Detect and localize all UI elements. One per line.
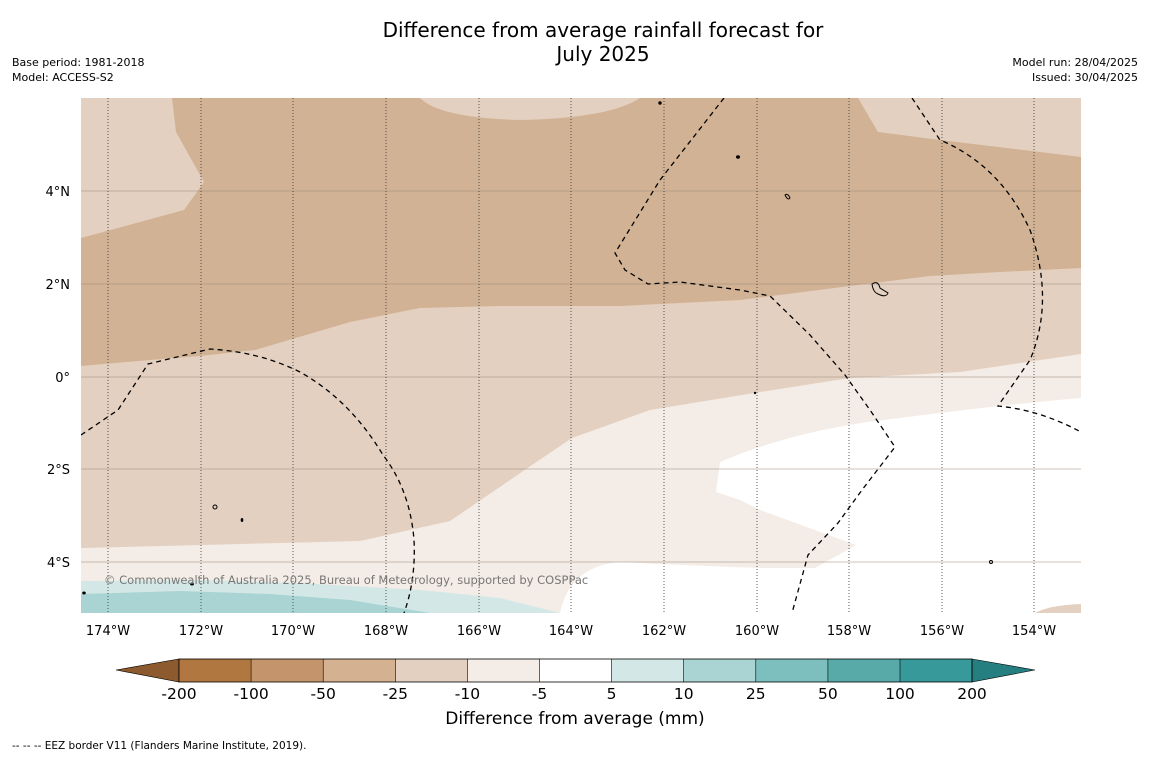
lat-label: 0° <box>55 371 70 386</box>
colorbar-segment <box>539 659 612 682</box>
colorbar-segment <box>827 659 900 682</box>
colorbar-tick: 200 <box>957 685 987 703</box>
colorbar-tick: -5 <box>532 685 547 703</box>
eez-borders <box>81 98 1081 613</box>
lon-label: 174°W <box>86 624 130 639</box>
colorbar-tick: -100 <box>234 685 269 703</box>
base-period: Base period: 1981-2018 <box>12 56 145 69</box>
colorbar-tick: 10 <box>674 685 694 703</box>
issued-date: Issued: 30/04/2025 <box>1031 71 1138 84</box>
lat-labels: 4°N 2°N 0° 2°S 4°S <box>46 185 71 571</box>
lon-label: 170°W <box>271 624 315 639</box>
lon-label: 158°W <box>827 624 871 639</box>
colorbar-segment <box>900 659 972 682</box>
colorbar-segment <box>251 659 324 682</box>
colorbar-segment <box>755 659 828 682</box>
lon-label: 154°W <box>1012 624 1056 639</box>
band-moderate-dry <box>81 98 1081 366</box>
colorbar-tick: -200 <box>161 685 196 703</box>
lat-gridlines <box>81 190 1081 563</box>
band-neutral <box>560 398 1081 613</box>
lat-label: 2°N <box>46 278 71 293</box>
lon-label: 172°W <box>179 624 223 639</box>
lon-labels: 174°W 172°W 170°W 168°W 166°W 164°W 162°… <box>86 624 1056 639</box>
title-line-2: July 2025 <box>556 42 650 66</box>
colorbar-tick: 5 <box>607 685 617 703</box>
colorbar-tick: -50 <box>311 685 336 703</box>
colorbar-left-extension <box>115 658 180 683</box>
meta-left: Base period: 1981-2018 Model: ACCESS-S2 <box>12 55 144 85</box>
band-moderate-wet <box>81 591 430 613</box>
colorbar-ticks: -200 -100 -50 -25 -10 -5 5 10 25 50 100 … <box>161 685 986 703</box>
model-name: Model: ACCESS-S2 <box>12 71 114 84</box>
model-run: Model run: 28/04/2025 <box>1012 56 1138 69</box>
lat-label: 4°S <box>47 556 70 571</box>
lon-label: 166°W <box>457 624 501 639</box>
islands <box>82 101 993 595</box>
colorbar-tick: 50 <box>818 685 838 703</box>
map-fill <box>81 98 1081 613</box>
lon-label: 162°W <box>642 624 686 639</box>
lon-label: 168°W <box>364 624 408 639</box>
title-line-1: Difference from average rainfall forecas… <box>382 18 824 42</box>
lon-label: 164°W <box>549 624 593 639</box>
colorbar-tick: 25 <box>746 685 766 703</box>
eez-legend-note: -- -- -- EEZ border V11 (Flanders Marine… <box>12 740 307 752</box>
lon-gridlines <box>107 98 1035 613</box>
colorbar-tick: -10 <box>455 685 480 703</box>
colorbar-segment <box>467 659 540 682</box>
colorbar-label: Difference from average (mm) <box>445 709 705 729</box>
colorbar-segment <box>611 659 684 682</box>
colorbar-tick: 100 <box>885 685 915 703</box>
colorbar-right-extension <box>971 658 1036 683</box>
colorbar-segment <box>683 659 756 682</box>
colorbar-tick: -25 <box>383 685 408 703</box>
copyright-text: © Commonwealth of Australia 2025, Bureau… <box>104 573 588 587</box>
colorbar-segment <box>323 659 396 682</box>
band-corner-dry <box>1035 604 1081 613</box>
chart-title: Difference from average rainfall forecas… <box>0 18 1150 66</box>
lat-label: 4°N <box>46 185 71 200</box>
colorbar-segment <box>179 659 252 682</box>
band-near-average <box>81 354 1081 613</box>
lon-label: 160°W <box>735 624 779 639</box>
lat-label: 2°S <box>47 463 70 478</box>
colorbar-segment <box>395 659 468 682</box>
lon-label: 156°W <box>920 624 964 639</box>
colorbar: -200 -100 -50 -25 -10 -5 5 10 25 50 100 … <box>115 658 1036 703</box>
meta-right: Model run: 28/04/2025 Issued: 30/04/2025 <box>1012 55 1138 85</box>
